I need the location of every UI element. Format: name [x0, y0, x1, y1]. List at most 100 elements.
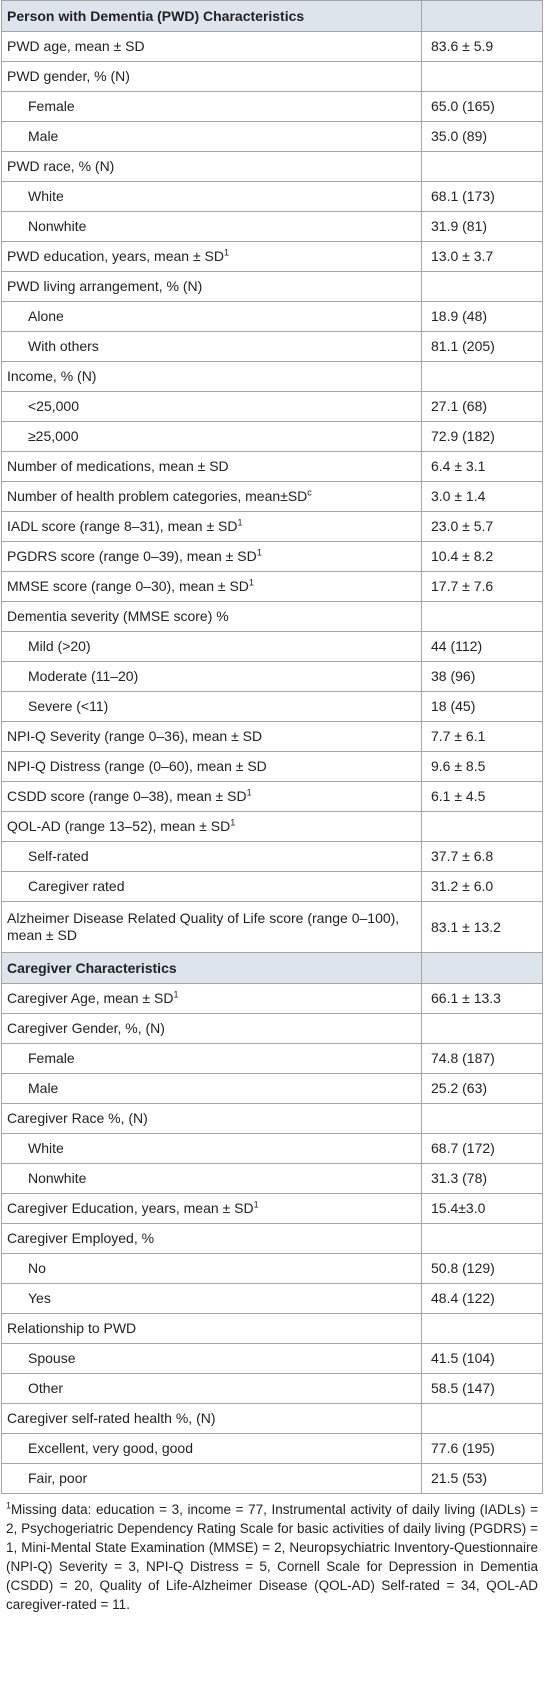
- label-cell: Moderate (11–20): [1, 661, 422, 692]
- section-header: Person with Dementia (PWD) Characteristi…: [1, 0, 543, 32]
- table-row: QOL-AD (range 13–52), mean ± SD1: [1, 811, 543, 842]
- value-cell: [421, 1313, 543, 1344]
- row-value: 13.0 ± 3.7: [431, 248, 494, 264]
- table-row: Nonwhite 31.3 (78): [1, 1163, 543, 1194]
- row-label: Dementia severity (MMSE score) %: [7, 608, 229, 624]
- label-cell: QOL-AD (range 13–52), mean ± SD1: [1, 811, 422, 842]
- label-cell: Caregiver Education, years, mean ± SD1: [1, 1193, 422, 1224]
- table-row: Other 58.5 (147): [1, 1373, 543, 1404]
- row-label: Nonwhite: [28, 1170, 87, 1186]
- value-cell: [421, 601, 543, 632]
- label-cell: Income, % (N): [1, 361, 422, 392]
- footnote: 1Missing data: education = 3, income = 7…: [6, 1500, 538, 1614]
- row-label: PWD age, mean ± SD: [7, 38, 145, 54]
- row-label: Self-rated: [28, 848, 89, 864]
- table-row: PWD living arrangement, % (N): [1, 271, 543, 302]
- row-value: 48.4 (122): [431, 1290, 495, 1306]
- table-row: Self-rated 37.7 ± 6.8: [1, 841, 543, 872]
- label-cell: Female: [1, 91, 422, 122]
- label-cell: NPI-Q Severity (range 0–36), mean ± SD: [1, 721, 422, 752]
- label-cell: MMSE score (range 0–30), mean ± SD1: [1, 571, 422, 602]
- value-cell: 68.1 (173): [421, 181, 543, 212]
- section-title: Caregiver Characteristics: [7, 959, 177, 976]
- table-row: Male 25.2 (63): [1, 1073, 543, 1104]
- row-label: Excellent, very good, good: [28, 1440, 193, 1456]
- value-cell: 23.0 ± 5.7: [421, 511, 543, 542]
- row-label: Caregiver Education, years, mean ± SD: [7, 1200, 254, 1216]
- label-cell: Caregiver Employed, %: [1, 1223, 422, 1254]
- table-row: Female 74.8 (187): [1, 1043, 543, 1074]
- row-label: Alone: [28, 308, 64, 324]
- label-cell: Severe (<11): [1, 691, 422, 722]
- value-cell: 81.1 (205): [421, 331, 543, 362]
- value-cell: 25.2 (63): [421, 1073, 543, 1104]
- table-row: PWD race, % (N): [1, 151, 543, 182]
- label-cell: Yes: [1, 1283, 422, 1314]
- label-cell: Nonwhite: [1, 1163, 422, 1194]
- table-row: Yes 48.4 (122): [1, 1283, 543, 1314]
- table-row: Income, % (N): [1, 361, 543, 392]
- row-value: 38 (96): [431, 668, 476, 684]
- row-label: Male: [28, 1080, 59, 1096]
- table-row: White 68.1 (173): [1, 181, 543, 212]
- table-row: No 50.8 (129): [1, 1253, 543, 1284]
- row-value: 68.1 (173): [431, 188, 495, 204]
- table-row: Caregiver rated 31.2 ± 6.0: [1, 871, 543, 902]
- value-cell: 41.5 (104): [421, 1343, 543, 1374]
- footnote-text: Missing data: education = 3, income = 77…: [6, 1502, 538, 1612]
- value-cell: 27.1 (68): [421, 391, 543, 422]
- row-value: 31.3 (78): [431, 1170, 488, 1186]
- row-label: IADL score (range 8–31), mean ± SD: [7, 518, 238, 534]
- value-cell: 35.0 (89): [421, 121, 543, 152]
- row-label: Other: [28, 1380, 64, 1396]
- row-value: 18 (45): [431, 698, 476, 714]
- row-value: 81.1 (205): [431, 338, 495, 354]
- table-row: <25,000 27.1 (68): [1, 391, 543, 422]
- row-value: 6.1 ± 4.5: [431, 788, 486, 804]
- section-blank-cell: [421, 0, 543, 32]
- table-row: With others 81.1 (205): [1, 331, 543, 362]
- value-cell: 68.7 (172): [421, 1133, 543, 1164]
- row-value: 21.5 (53): [431, 1470, 488, 1486]
- label-cell: Caregiver Gender, %, (N): [1, 1013, 422, 1044]
- section-title-cell: Caregiver Characteristics: [1, 952, 422, 984]
- label-cell: No: [1, 1253, 422, 1284]
- value-cell: 15.4±3.0: [421, 1193, 543, 1224]
- value-cell: 50.8 (129): [421, 1253, 543, 1284]
- table-row: Alzheimer Disease Related Quality of Lif…: [1, 901, 543, 953]
- row-value: 68.7 (172): [431, 1140, 495, 1156]
- value-cell: 58.5 (147): [421, 1373, 543, 1404]
- label-cell: ≥25,000: [1, 421, 422, 452]
- table-row: Dementia severity (MMSE score) %: [1, 601, 543, 632]
- label-cell: Relationship to PWD: [1, 1313, 422, 1344]
- footnote-ref: 1: [224, 247, 230, 258]
- row-value: 72.9 (182): [431, 428, 495, 444]
- label-cell: White: [1, 181, 422, 212]
- table-row: White 68.7 (172): [1, 1133, 543, 1164]
- label-cell: Nonwhite: [1, 211, 422, 242]
- row-label: MMSE score (range 0–30), mean ± SD: [7, 578, 249, 594]
- value-cell: 72.9 (182): [421, 421, 543, 452]
- value-cell: 10.4 ± 8.2: [421, 541, 543, 572]
- value-cell: 48.4 (122): [421, 1283, 543, 1314]
- table-row: Caregiver Race %, (N): [1, 1103, 543, 1134]
- row-value: 41.5 (104): [431, 1350, 495, 1366]
- table-row: Caregiver self-rated health %, (N): [1, 1403, 543, 1434]
- value-cell: [421, 1403, 543, 1434]
- table-row: Fair, poor 21.5 (53): [1, 1463, 543, 1494]
- value-cell: [421, 61, 543, 92]
- value-cell: 31.2 ± 6.0: [421, 871, 543, 902]
- value-cell: [421, 1103, 543, 1134]
- footnote-ref: 1: [173, 989, 179, 1000]
- label-cell: Alone: [1, 301, 422, 332]
- label-cell: Other: [1, 1373, 422, 1404]
- label-cell: PWD education, years, mean ± SD1: [1, 241, 422, 272]
- row-label: Caregiver Race %, (N): [7, 1110, 148, 1126]
- row-label: NPI-Q Distress (range (0–60), mean ± SD: [7, 758, 267, 774]
- table-row: Number of medications, mean ± SD 6.4 ± 3.…: [1, 451, 543, 482]
- label-cell: Male: [1, 1073, 422, 1104]
- value-cell: [421, 1223, 543, 1254]
- row-label: Moderate (11–20): [28, 668, 139, 684]
- label-cell: Excellent, very good, good: [1, 1433, 422, 1464]
- row-value: 7.7 ± 6.1: [431, 728, 486, 744]
